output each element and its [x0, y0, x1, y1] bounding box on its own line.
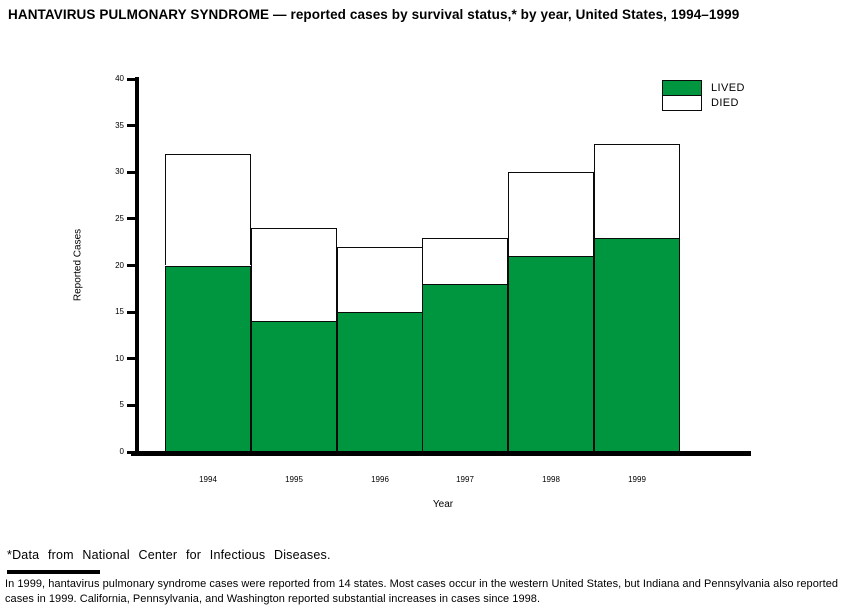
- bar-lived-1999: [594, 237, 680, 452]
- x-tick-label: 1997: [456, 475, 474, 484]
- y-tick: [127, 310, 135, 314]
- bar-lived-1998: [508, 256, 594, 452]
- y-tick-label: 20: [115, 260, 124, 270]
- y-tick-label: 15: [115, 307, 124, 317]
- legend-swatch-died: [662, 95, 702, 111]
- y-tick-label: 0: [119, 447, 124, 456]
- y-tick: [127, 403, 135, 407]
- x-tick-label: 1996: [371, 475, 389, 484]
- footnote: *Data from National Center for Infectiou…: [7, 548, 331, 562]
- bar-died-1999: [594, 144, 680, 238]
- divider-rule: [7, 570, 100, 574]
- x-axis-title: Year: [432, 499, 454, 510]
- y-tick: [127, 77, 135, 81]
- y-tick-label: 35: [115, 120, 124, 130]
- bar-died-1994: [165, 153, 251, 266]
- y-tick-label: 5: [119, 400, 124, 410]
- legend-item-died: DIED: [662, 95, 745, 111]
- bar-lived-1995: [251, 321, 337, 452]
- y-tick: [127, 357, 135, 361]
- legend-swatch-lived: [662, 80, 702, 96]
- y-tick-label: 40: [115, 74, 124, 83]
- y-tick: [127, 124, 135, 128]
- x-tick-label: 1995: [285, 475, 303, 484]
- x-tick-label: 1994: [199, 475, 217, 484]
- y-tick: [127, 264, 135, 267]
- legend-label: DIED: [711, 97, 739, 109]
- y-tick: [127, 170, 135, 174]
- legend: LIVED DIED: [662, 80, 745, 111]
- y-tick-label: 25: [115, 213, 124, 223]
- x-axis-line: [131, 451, 751, 456]
- y-axis-line: [135, 77, 139, 456]
- bar-died-1995: [251, 228, 337, 322]
- legend-label: LIVED: [711, 82, 745, 94]
- bar-lived-1994: [165, 265, 251, 452]
- bar-lived-1996: [337, 312, 423, 452]
- chart: Reported Cases Year LIVED DIED 0 5 10 15 20 25…: [72, 74, 751, 510]
- chart-title: HANTAVIRUS PULMONARY SYNDROME — reported…: [8, 7, 740, 22]
- x-tick-label: 1999: [628, 475, 646, 484]
- y-tick-label: 10: [115, 353, 124, 363]
- x-tick-label: 1998: [542, 475, 560, 484]
- y-tick-label: 30: [115, 167, 124, 177]
- bar-died-1997: [422, 237, 508, 285]
- y-tick: [127, 217, 135, 221]
- bar-died-1998: [508, 172, 594, 257]
- legend-item-lived: LIVED: [662, 80, 745, 96]
- y-axis-title: Reported Cases: [72, 228, 84, 302]
- note-paragraph: In 1999, hantavirus pulmonary syndrome c…: [5, 578, 839, 605]
- bar-died-1996: [337, 246, 423, 313]
- bar-lived-1997: [422, 284, 508, 452]
